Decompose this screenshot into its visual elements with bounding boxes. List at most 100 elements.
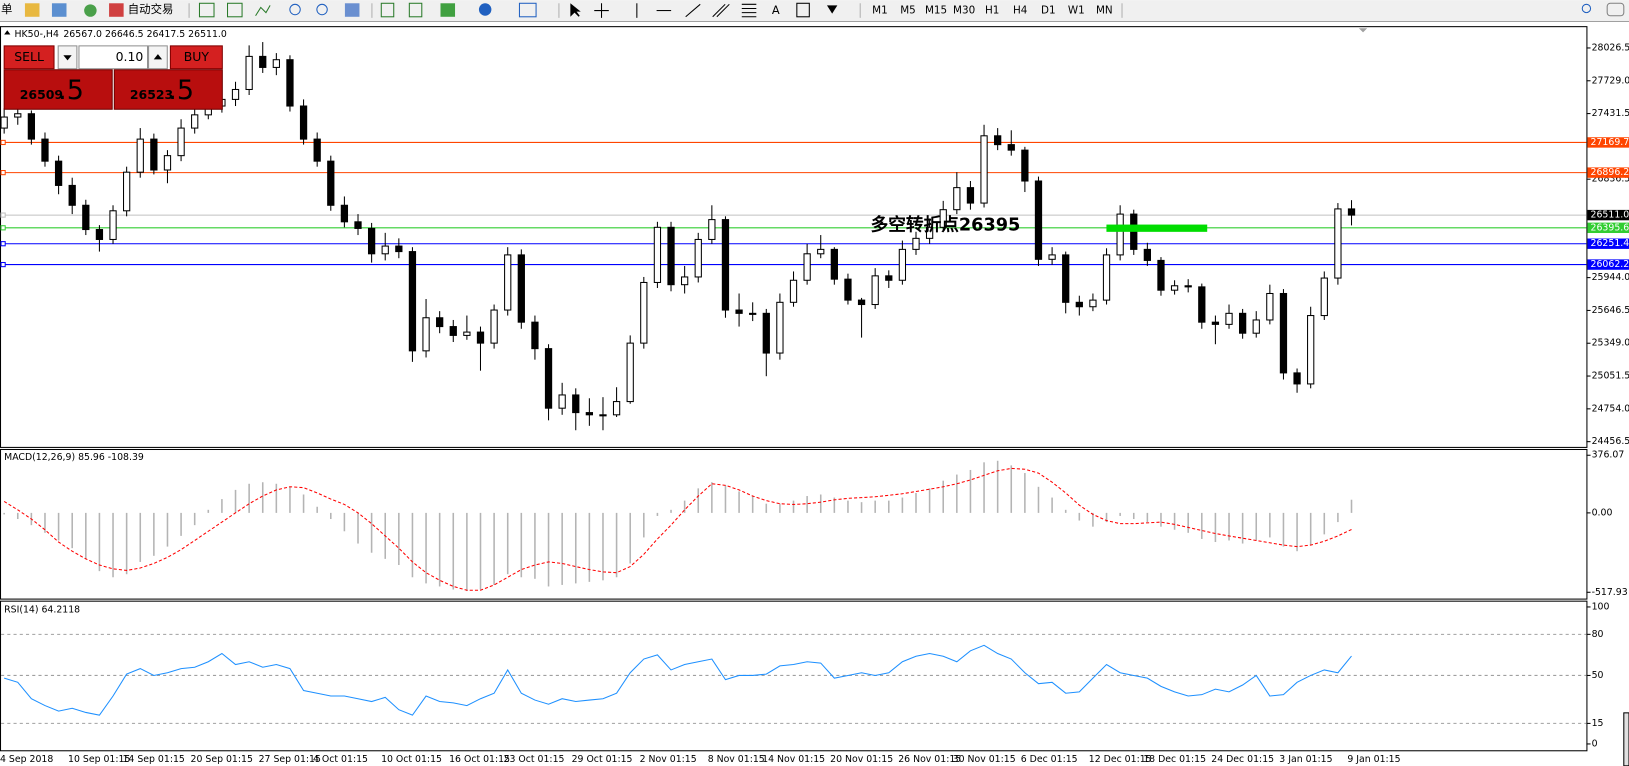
- timeframe-button[interactable]: M15: [925, 5, 947, 17]
- icon[interactable]: [198, 2, 215, 18]
- sell-price-box[interactable]: [3, 69, 113, 110]
- macd-bar: [874, 500, 876, 513]
- candle-body: [286, 59, 294, 107]
- y-tick-label: 25944.0: [1592, 272, 1629, 283]
- candle-body: [1170, 285, 1179, 291]
- fibo-icon[interactable]: [741, 3, 757, 18]
- crosshair-icon[interactable]: [594, 3, 609, 18]
- buy-price-box[interactable]: [113, 69, 223, 110]
- macd-bar: [411, 512, 414, 578]
- macd-bar: [248, 483, 250, 513]
- icon[interactable]: [227, 2, 243, 18]
- timeframe-button[interactable]: H4: [1013, 5, 1028, 17]
- timeframe-button[interactable]: M30: [953, 5, 975, 17]
- icon[interactable]: [440, 3, 456, 17]
- icon[interactable]: [24, 3, 40, 17]
- candle-body: [313, 138, 321, 162]
- macd-bar: [724, 485, 727, 513]
- icon[interactable]: [478, 3, 492, 16]
- macd-bar: [316, 506, 318, 513]
- macd-bar: [1337, 512, 1339, 523]
- candle-body: [585, 412, 594, 416]
- macd-bar: [1296, 512, 1298, 552]
- y-tick-label: 0.00: [1592, 507, 1613, 518]
- lot-input[interactable]: [78, 45, 149, 70]
- candle-body: [408, 251, 417, 352]
- candle-body: [844, 278, 852, 301]
- icon[interactable]: [289, 3, 301, 16]
- timeframe-button[interactable]: H1: [985, 5, 999, 17]
- icon[interactable]: [255, 5, 271, 17]
- shape-icon[interactable]: [826, 5, 838, 14]
- candle-body: [422, 317, 430, 352]
- level-handle: [0, 225, 6, 231]
- sell-price: 26509: [20, 87, 63, 102]
- candle-body: [82, 204, 90, 231]
- text-tool[interactable]: A: [772, 3, 780, 17]
- timeframe-button[interactable]: M1: [872, 5, 888, 17]
- macd-bar: [996, 460, 999, 513]
- candle-body: [245, 55, 253, 91]
- icon[interactable]: [518, 2, 537, 18]
- macd-bar: [1064, 509, 1067, 513]
- macd-bar: [3, 512, 5, 515]
- candle-body: [1307, 315, 1315, 385]
- x-tick-label: 14 Sep 01:15: [122, 754, 184, 765]
- macd-bar: [1255, 512, 1258, 541]
- macd-bar: [98, 512, 101, 572]
- menu-button[interactable]: 单: [1, 2, 12, 16]
- auto-trade-icon[interactable]: [109, 3, 124, 17]
- timeframe-button[interactable]: W1: [1068, 5, 1085, 17]
- candle-body: [27, 113, 36, 140]
- cursor-icon[interactable]: [570, 3, 581, 17]
- icon[interactable]: [51, 3, 67, 17]
- candle-body: [1075, 301, 1083, 308]
- price-pane: [0, 26, 1588, 448]
- macd-bar: [888, 500, 890, 513]
- macd-bar: [139, 512, 142, 562]
- candle-body: [95, 229, 104, 240]
- sell-button[interactable]: [3, 45, 55, 70]
- icon[interactable]: [84, 4, 97, 17]
- candle-body: [1320, 277, 1328, 317]
- timeframe-button[interactable]: MN: [1096, 5, 1113, 17]
- icon[interactable]: [408, 2, 423, 18]
- search-icon[interactable]: [1581, 3, 1592, 14]
- timeframe-button[interactable]: D1: [1041, 5, 1056, 17]
- candle-body: [354, 221, 362, 229]
- macd-bar: [1037, 486, 1040, 513]
- icon[interactable]: [316, 3, 328, 16]
- candle-body: [0, 116, 8, 129]
- sell-label[interactable]: SELL: [14, 49, 44, 64]
- chat-icon[interactable]: [1606, 2, 1625, 17]
- candle-body: [803, 253, 811, 281]
- macd-bar: [806, 496, 808, 513]
- macd-bar: [1051, 497, 1053, 513]
- y-tick-label: 80: [1592, 629, 1604, 640]
- rsi-title: RSI(14) 64.2118: [4, 605, 80, 616]
- level-handle: [0, 170, 6, 176]
- macd-bar: [398, 512, 400, 566]
- x-tick-label: 4 Sep 2018: [0, 754, 53, 765]
- candle-body: [1007, 144, 1015, 151]
- scroll-handle[interactable]: [1623, 712, 1629, 766]
- candle-body: [1048, 254, 1056, 260]
- candle-body: [123, 171, 131, 212]
- icon[interactable]: [380, 2, 395, 18]
- auto-trade-button[interactable]: 自动交易: [128, 2, 174, 16]
- x-tick-label: 20 Sep 01:15: [191, 754, 253, 765]
- macd-bar: [751, 496, 754, 513]
- candle-body: [191, 114, 199, 129]
- macd-bar: [683, 500, 686, 513]
- macd-bar: [534, 512, 536, 579]
- timeframe-button[interactable]: M5: [900, 5, 916, 17]
- icon[interactable]: [344, 3, 360, 17]
- trendline-icon[interactable]: [685, 3, 701, 18]
- label-icon[interactable]: [796, 2, 810, 18]
- buy-button[interactable]: [169, 45, 223, 70]
- buy-label[interactable]: BUY: [184, 49, 210, 64]
- channel-icon[interactable]: [712, 3, 730, 18]
- y-tick-label: 100: [1592, 601, 1610, 612]
- level-label: 26251.4: [1591, 238, 1629, 249]
- x-tick-label: 12 Dec 01:15: [1089, 754, 1152, 765]
